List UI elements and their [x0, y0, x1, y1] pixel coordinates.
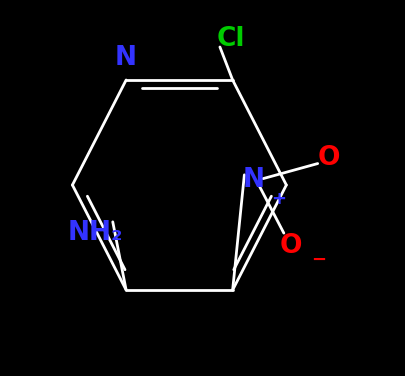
Text: O: O [279, 233, 302, 259]
Text: N: N [115, 45, 136, 71]
Text: Cl: Cl [216, 26, 245, 53]
Text: N: N [242, 167, 264, 194]
Text: NH₂: NH₂ [68, 220, 123, 246]
Text: O: O [317, 145, 339, 171]
Text: +: + [270, 190, 285, 208]
Text: −: − [311, 250, 326, 268]
